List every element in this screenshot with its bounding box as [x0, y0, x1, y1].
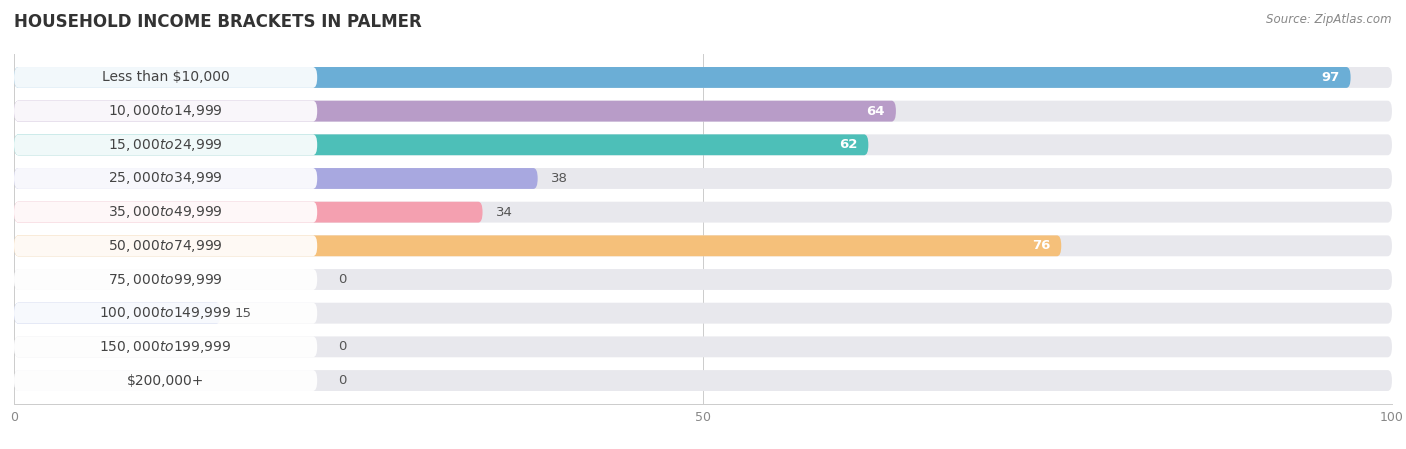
- FancyBboxPatch shape: [14, 235, 1392, 256]
- FancyBboxPatch shape: [14, 67, 1351, 88]
- Text: 15: 15: [235, 307, 252, 320]
- FancyBboxPatch shape: [14, 370, 1392, 391]
- FancyBboxPatch shape: [14, 202, 1392, 223]
- Text: 76: 76: [1032, 239, 1050, 252]
- FancyBboxPatch shape: [14, 235, 1062, 256]
- FancyBboxPatch shape: [14, 202, 318, 223]
- FancyBboxPatch shape: [14, 67, 1392, 88]
- FancyBboxPatch shape: [14, 168, 537, 189]
- Text: 62: 62: [839, 138, 858, 151]
- FancyBboxPatch shape: [14, 67, 318, 88]
- Text: $15,000 to $24,999: $15,000 to $24,999: [108, 137, 224, 153]
- FancyBboxPatch shape: [14, 101, 896, 122]
- Text: $25,000 to $34,999: $25,000 to $34,999: [108, 171, 224, 186]
- Text: 0: 0: [337, 340, 346, 353]
- FancyBboxPatch shape: [14, 269, 318, 290]
- Text: $200,000+: $200,000+: [127, 374, 204, 387]
- Text: Less than $10,000: Less than $10,000: [101, 70, 229, 84]
- Text: $35,000 to $49,999: $35,000 to $49,999: [108, 204, 224, 220]
- Text: 34: 34: [496, 206, 513, 219]
- Text: $10,000 to $14,999: $10,000 to $14,999: [108, 103, 224, 119]
- FancyBboxPatch shape: [14, 134, 318, 155]
- Text: HOUSEHOLD INCOME BRACKETS IN PALMER: HOUSEHOLD INCOME BRACKETS IN PALMER: [14, 13, 422, 31]
- FancyBboxPatch shape: [14, 269, 1392, 290]
- Text: Source: ZipAtlas.com: Source: ZipAtlas.com: [1267, 13, 1392, 26]
- Text: 38: 38: [551, 172, 568, 185]
- FancyBboxPatch shape: [14, 336, 1392, 357]
- Text: 97: 97: [1322, 71, 1340, 84]
- FancyBboxPatch shape: [14, 303, 1392, 324]
- Text: $100,000 to $149,999: $100,000 to $149,999: [100, 305, 232, 321]
- FancyBboxPatch shape: [14, 370, 318, 391]
- FancyBboxPatch shape: [14, 168, 1392, 189]
- Text: 0: 0: [337, 273, 346, 286]
- FancyBboxPatch shape: [14, 235, 318, 256]
- FancyBboxPatch shape: [14, 101, 1392, 122]
- Text: 64: 64: [866, 105, 884, 118]
- FancyBboxPatch shape: [14, 303, 318, 324]
- FancyBboxPatch shape: [14, 134, 869, 155]
- FancyBboxPatch shape: [14, 101, 318, 122]
- FancyBboxPatch shape: [14, 202, 482, 223]
- Text: $75,000 to $99,999: $75,000 to $99,999: [108, 272, 224, 287]
- FancyBboxPatch shape: [14, 303, 221, 324]
- Text: 0: 0: [337, 374, 346, 387]
- Text: $150,000 to $199,999: $150,000 to $199,999: [100, 339, 232, 355]
- FancyBboxPatch shape: [14, 134, 1392, 155]
- FancyBboxPatch shape: [14, 336, 318, 357]
- FancyBboxPatch shape: [14, 168, 318, 189]
- Text: $50,000 to $74,999: $50,000 to $74,999: [108, 238, 224, 254]
